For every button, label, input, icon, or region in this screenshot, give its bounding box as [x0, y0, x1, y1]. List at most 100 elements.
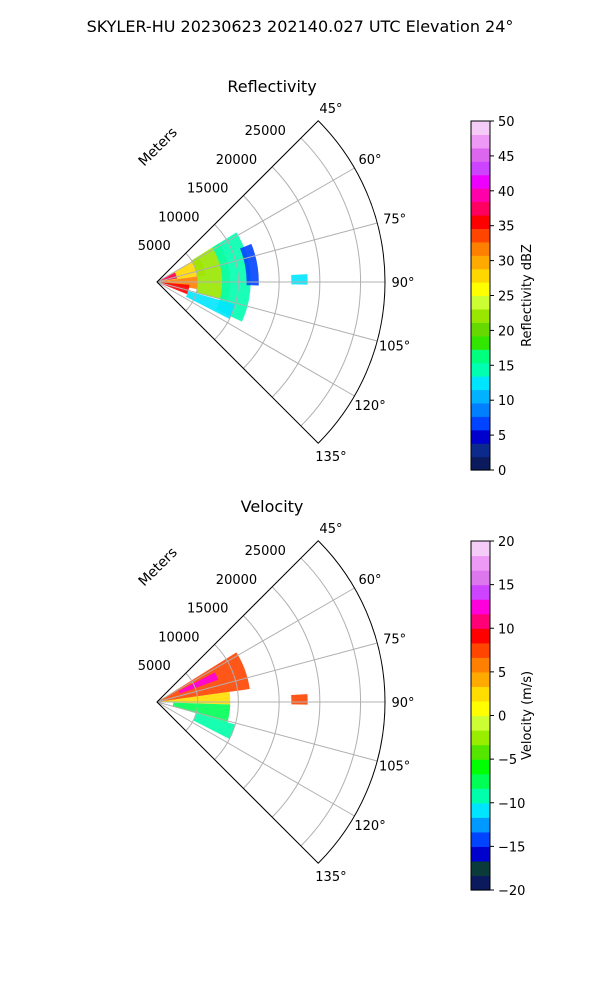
colorbar-segment [471, 584, 490, 600]
azimuth-tick-label: 90° [391, 696, 414, 711]
colorbar-segment [471, 788, 490, 804]
azimuth-spoke [156, 167, 355, 283]
azimuth-spoke [156, 642, 378, 703]
echo-region [240, 243, 259, 286]
colorbar-segment [471, 642, 490, 658]
azimuth-tick-label: 45° [319, 522, 342, 537]
azimuth-tick-label: 45° [319, 102, 342, 117]
range-tick-label: 25000 [245, 544, 286, 559]
colorbar-segment [471, 416, 490, 431]
colorbar-tick-label: 30 [498, 255, 515, 270]
colorbar-segment [471, 657, 490, 673]
colorbar-segment [471, 831, 490, 847]
azimuth-spoke [156, 701, 378, 762]
colorbar-tick-label: −20 [498, 884, 525, 899]
azimuth-spoke [156, 222, 378, 283]
colorbar-segment [471, 860, 490, 877]
colorbar-tick-label: 25 [498, 290, 515, 305]
colorbar-segment [471, 541, 490, 557]
reflectivity-range-labels: 5000 10000 15000 20000 25000 [138, 124, 286, 254]
range-tick-label: 15000 [187, 602, 228, 617]
colorbar-tick-label: 15 [498, 359, 515, 374]
colorbar-segment [471, 228, 490, 243]
azimuth-spoke [156, 281, 378, 342]
echo-region [291, 274, 308, 285]
sector-outline [156, 540, 386, 864]
colorbar-segment [471, 671, 490, 688]
colorbar-tick-label: −15 [498, 840, 525, 855]
colorbar-segment [471, 174, 490, 189]
colorbar-segment [471, 389, 490, 404]
colorbar-tick-label: 40 [498, 185, 515, 200]
reflectivity-range-axis-label: Meters [136, 125, 181, 170]
range-tick-label: 5000 [138, 239, 171, 254]
colorbar-segment [471, 308, 490, 323]
colorbar-segment [471, 715, 490, 731]
velocity-azimuth-labels: 45° 60° 75° 90° 105° 120° 135° [315, 522, 414, 885]
colorbar-segment [471, 134, 490, 149]
colorbar-segment [471, 744, 490, 760]
colorbar-segment [471, 846, 490, 862]
velocity-grid [156, 540, 386, 864]
colorbar-segment [471, 443, 490, 458]
colorbar-tick-label: 10 [498, 622, 515, 637]
colorbar-segment [471, 628, 490, 644]
colorbar-segment [471, 773, 490, 789]
echo-region [291, 694, 308, 705]
azimuth-spoke [156, 587, 355, 703]
colorbar-segment [471, 875, 490, 891]
colorbar-segment [471, 349, 490, 364]
colorbar-segment [471, 817, 490, 833]
colorbar-tick-label: −5 [498, 753, 517, 768]
velocity-colorbar: −20 −15 −10 −5 0 5 10 15 20 [470, 535, 525, 899]
colorbar-segment [471, 322, 490, 337]
colorbar-segment [471, 802, 490, 818]
velocity-colorbar-label: Velocity (m/s) [520, 671, 535, 760]
echo-region [157, 652, 250, 702]
colorbar-tick-label: 10 [498, 394, 515, 409]
range-tick-label: 15000 [187, 182, 228, 197]
colorbar-segment [471, 214, 490, 229]
velocity-range-labels: 5000 10000 15000 20000 25000 [138, 544, 286, 674]
colorbar-segment [471, 282, 490, 297]
colorbar-segment [471, 188, 490, 203]
range-tick-label: 25000 [245, 124, 286, 139]
azimuth-spoke [156, 701, 355, 817]
azimuth-tick-label: 90° [391, 276, 414, 291]
azimuth-tick-label: 105° [379, 760, 410, 775]
colorbar-tick-label: 20 [498, 535, 515, 550]
azimuth-spoke [156, 281, 355, 397]
azimuth-tick-label: 75° [383, 632, 406, 647]
azimuth-tick-label: 135° [315, 450, 346, 465]
reflectivity-panel: Reflectivity 45°60°75°90°105°120°135° 50… [136, 77, 535, 479]
azimuth-tick-label: 120° [354, 819, 385, 834]
colorbar-segment [471, 268, 490, 283]
reflectivity-title: Reflectivity [227, 77, 316, 96]
colorbar-segment [471, 686, 490, 702]
velocity-echoes [157, 652, 308, 739]
velocity-range-axis-label: Meters [136, 545, 181, 590]
colorbar-segment [471, 456, 490, 471]
azimuth-tick-label: 75° [383, 212, 406, 227]
colorbar-tick-label: 35 [498, 220, 515, 235]
colorbar-segment [471, 335, 490, 350]
colorbar-segment [471, 700, 490, 717]
colorbar-tick-label: 20 [498, 324, 515, 339]
colorbar-segment [471, 570, 490, 586]
colorbar-segment [471, 759, 490, 775]
colorbar-segment [471, 147, 490, 162]
reflectivity-azimuth-labels: 45° 60° 75° 90° 105° 120° 135° [315, 102, 414, 465]
velocity-title: Velocity [241, 497, 304, 516]
colorbar-tick-label: 5 [498, 666, 506, 681]
colorbar-segment [471, 362, 490, 377]
range-tick-label: 20000 [216, 153, 257, 168]
range-tick-label: 10000 [158, 630, 199, 645]
range-tick-label: 5000 [138, 659, 171, 674]
colorbar-tick-label: 5 [498, 429, 506, 444]
colorbar-segment [471, 730, 490, 746]
range-tick-label: 20000 [216, 573, 257, 588]
range-tick-label: 10000 [158, 210, 199, 225]
echo-region [178, 672, 219, 694]
colorbar-segment [471, 241, 490, 256]
